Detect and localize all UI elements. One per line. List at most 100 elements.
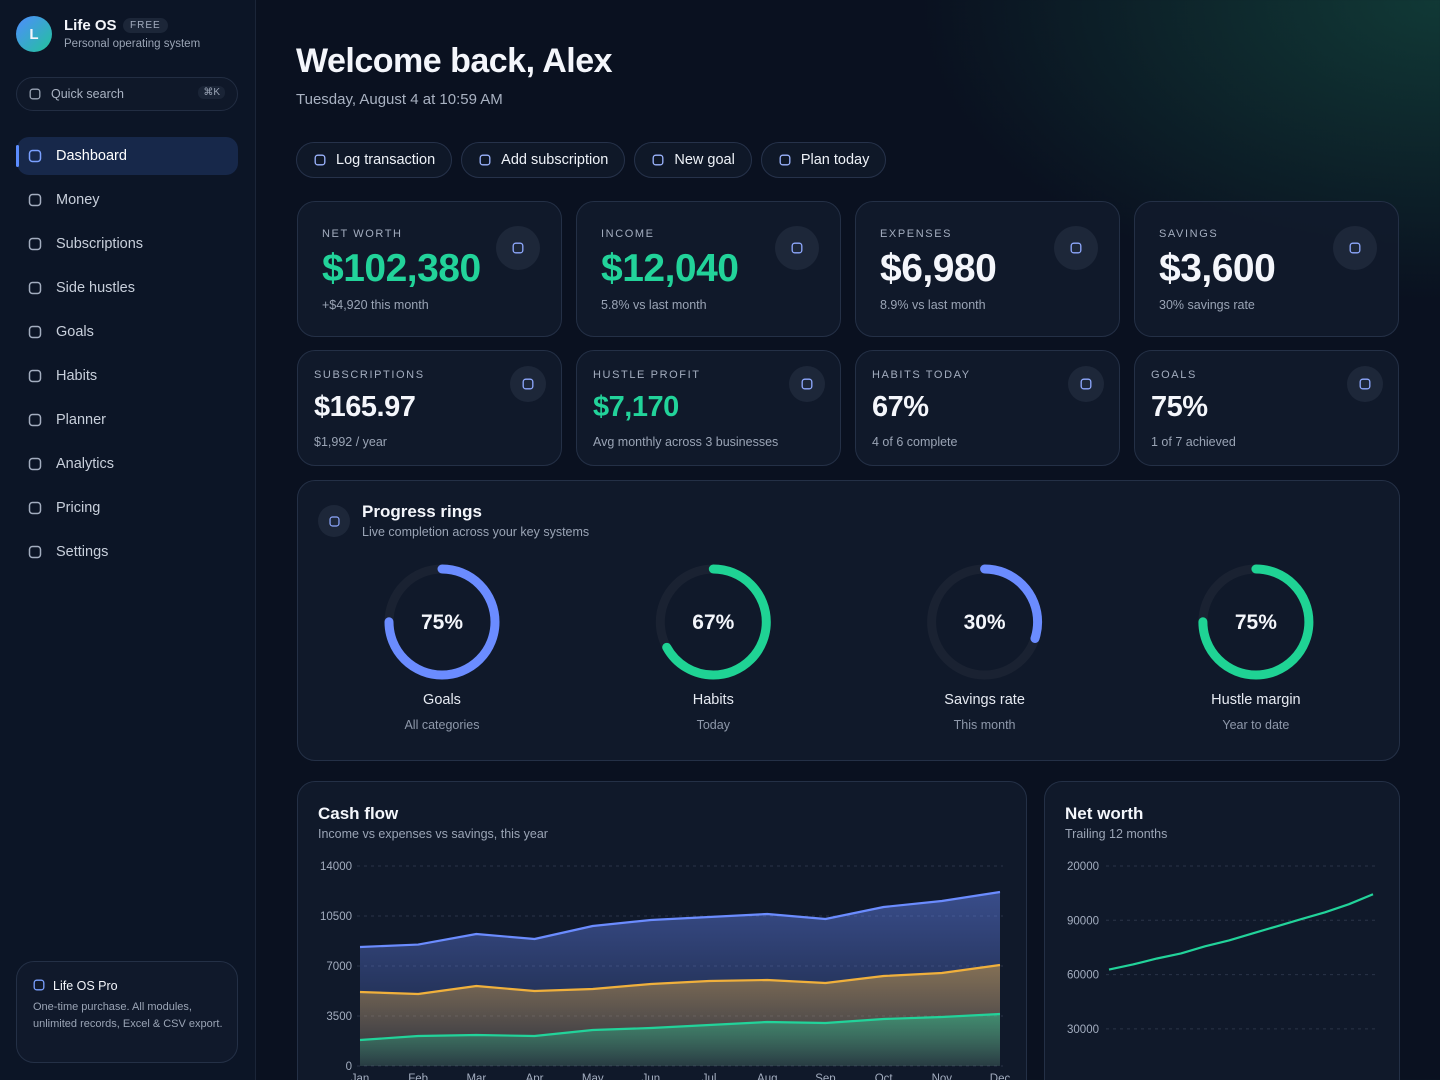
x-tick-label: Mar [466,1073,486,1080]
nav-icon-wrap [27,236,43,257]
stat-value: $6,980 [880,247,997,290]
nav-item[interactable]: Habits [17,357,238,395]
stat-value: $102,380 [322,247,481,290]
nav-item[interactable]: Settings [17,533,238,571]
stat-label: SUBSCRIPTIONS [314,369,425,381]
search-icon-wrap [28,87,42,106]
nav-label: Side hustles [56,280,135,296]
icon [1359,378,1371,390]
stat-label: HABITS TODAY [872,369,971,381]
promo-card: Life OS Pro One-time purchase. All module… [16,961,238,1063]
stat-note: 5.8% vs last month [601,298,707,312]
stat-icon [496,226,540,270]
stat-value: $165.97 [314,391,416,423]
nav-label: Money [56,192,100,208]
x-tick-label: Sep [815,1073,835,1080]
icon [28,413,42,427]
stat-note: 8.9% vs last month [880,298,986,312]
ring-value: 67% [692,611,734,634]
nav-item[interactable]: Planner [17,401,238,439]
stat-label: EXPENSES [880,228,953,240]
quick-search[interactable]: Quick search ⌘K [16,77,238,111]
nav-item[interactable]: Subscriptions [17,225,238,263]
icon [28,501,42,515]
nav-icon-wrap [27,368,43,389]
y-tick-label: 14000 [320,861,352,873]
stat-icon [1068,366,1104,402]
stat-icon [510,366,546,402]
icon [1349,242,1361,254]
stat-label: GOALS [1151,369,1197,381]
stat-value: $3,600 [1159,247,1276,290]
action-button[interactable]: Add subscription [461,142,626,178]
action-label: New goal [674,152,735,168]
stat-icon [1054,226,1098,270]
action-button[interactable]: New goal [634,142,752,178]
line [359,963,1001,996]
stat-label: NET WORTH [322,228,403,240]
page-subtitle: Tuesday, August 4 at 10:59 AM [296,91,503,108]
x-tick-label: Apr [526,1073,544,1080]
icon [1070,242,1082,254]
stat-card: EXPENSES $6,980 8.9% vs last month [855,201,1120,337]
icon [1080,378,1092,390]
stat-value: $7,170 [593,391,679,423]
stat-value: 75% [1151,391,1208,423]
nav-item[interactable]: Goals [17,313,238,351]
promo-text: One-time purchase. All modules, unlimite… [33,1001,223,1030]
y-tick-label: 20000 [1067,861,1099,873]
icon [28,457,42,471]
ring-caption: Year to date [1222,718,1289,732]
action-button[interactable]: Log transaction [296,142,453,178]
y-tick-label: 0 [346,1061,352,1073]
nav-icon-wrap [27,192,43,213]
icon [28,369,42,383]
icon [28,545,42,559]
icon [512,242,524,254]
search-placeholder: Quick search [51,87,124,101]
nav-item[interactable]: Dashboard [16,137,238,175]
action-button[interactable]: Plan today [760,142,887,178]
ring-value: 30% [964,611,1006,634]
line [359,890,1001,949]
ring-caption: This month [954,718,1016,732]
ring-value: 75% [421,611,463,634]
progress-subtitle: Live completion across your key systems [362,525,590,539]
x-tick-label: Jul [702,1073,717,1080]
stat-label: HUSTLE PROFIT [593,369,701,381]
x-tick-label: Feb [408,1073,428,1080]
stat-icon [1333,226,1377,270]
progress-icon [318,505,350,537]
nav-item[interactable]: Side hustles [17,269,238,307]
area [360,1014,1000,1066]
ring-arc [655,564,771,680]
ring-arc [927,564,1043,680]
nav-item[interactable]: Pricing [17,489,238,527]
stat-card: SAVINGS $3,600 30% savings rate [1134,201,1399,337]
icon [28,325,42,339]
y-tick-label: 60000 [1067,970,1099,982]
sidebar: L Life OS FREE Personal operating system Qui… [0,0,256,1080]
y-tick-label: 30000 [1067,1024,1099,1036]
icon [779,154,791,166]
nav-icon-wrap [27,500,43,521]
rings: 75% Goals All categories 67% Habits Today 30% S… [384,564,1314,732]
icon [28,149,42,163]
nav-item[interactable]: Money [17,181,238,219]
nav-label: Dashboard [56,148,127,164]
y-tick-label: 10500 [320,911,352,923]
nav-item[interactable]: Analytics [17,445,238,483]
icon [479,154,491,166]
stat-note: Avg monthly across 3 businesses [593,435,779,449]
nav-label: Habits [56,368,98,384]
action-label: Plan today [800,152,870,168]
ring-caption: All categories [404,718,479,732]
ring-name: Savings rate [944,692,1025,708]
ring-value: 75% [1235,611,1277,634]
nav-label: Subscriptions [56,236,144,252]
stat-note: $1,992 / year [314,435,387,449]
y-tick-label: 3500 [326,1011,352,1023]
x-tick-label: Oct [875,1073,894,1080]
nav-label: Goals [56,324,94,340]
icon [28,237,42,251]
